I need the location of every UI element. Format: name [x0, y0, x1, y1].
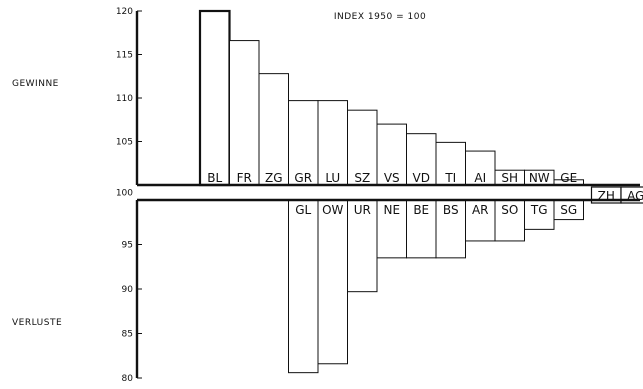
- bar-label-bl: BL: [207, 171, 222, 185]
- bar-zg: [258, 73, 289, 186]
- bar-label-fr: FR: [237, 171, 252, 185]
- bar-label-ai: AI: [474, 171, 486, 185]
- bar-ow: [317, 199, 348, 365]
- bar-label-lu: LU: [325, 171, 340, 185]
- bar-label-bs: BS: [443, 203, 459, 217]
- y-tick-label: 85: [122, 330, 133, 340]
- bar-so: [494, 199, 525, 242]
- bar-label-gr: GR: [294, 171, 312, 185]
- bar-label-ow: OW: [322, 203, 343, 217]
- bar-gl: [288, 199, 319, 374]
- y-tick-label: 105: [116, 138, 133, 148]
- bar-label-ge: GE: [560, 171, 577, 185]
- bar-label-nw: NW: [529, 171, 550, 185]
- bar-label-vs: VS: [384, 171, 400, 185]
- gains-side-label: GEWINNE: [12, 79, 59, 89]
- bar-label-so: SO: [501, 203, 518, 217]
- bar-label-ar: AR: [472, 203, 489, 217]
- y-tick-label: 100: [116, 189, 133, 199]
- bar-ai: [465, 150, 496, 186]
- y-tick-label: 80: [122, 374, 134, 384]
- bar-ur: [347, 199, 378, 293]
- bar-label-tg: TG: [530, 203, 548, 217]
- bar-vs: [376, 123, 407, 186]
- bar-label-sh: SH: [501, 171, 518, 185]
- bar-fr: [229, 40, 260, 186]
- bar-label-ti: TI: [444, 171, 456, 185]
- baseline-band: ZH AG: [137, 183, 643, 204]
- bar-label-vd: VD: [413, 171, 430, 185]
- bars: BL FR ZG GR LU SZ VS VD TI AI SH NW GE GL OW UR NE BE BS AR…: [198, 9, 584, 374]
- y-tick-label: 110: [116, 94, 133, 104]
- bar-label-zg: ZG: [265, 171, 283, 185]
- y-tick-label: 90: [122, 285, 134, 295]
- y-tick-label: 115: [116, 51, 133, 61]
- bar-label-ne: NE: [383, 203, 400, 217]
- bar-label-ur: UR: [354, 203, 371, 217]
- bar-label-be: BE: [413, 203, 429, 217]
- chart-title: INDEX 1950 = 100: [334, 12, 426, 22]
- y-tick-label: 120: [116, 7, 133, 17]
- losses-side-label: VERLUSTE: [12, 318, 62, 328]
- y-axis: 80 85 90 95 100 105 110 115 120: [116, 7, 142, 384]
- y-tick-label: 95: [122, 241, 133, 251]
- bar-vd: [406, 133, 437, 186]
- bar-bl: [198, 9, 231, 187]
- bar-label-sz: SZ: [354, 171, 370, 185]
- bar-label-gl: GL: [295, 203, 311, 217]
- bar-label-sg: SG: [560, 203, 577, 217]
- bar-lu: [317, 100, 348, 186]
- bar-ti: [435, 141, 466, 186]
